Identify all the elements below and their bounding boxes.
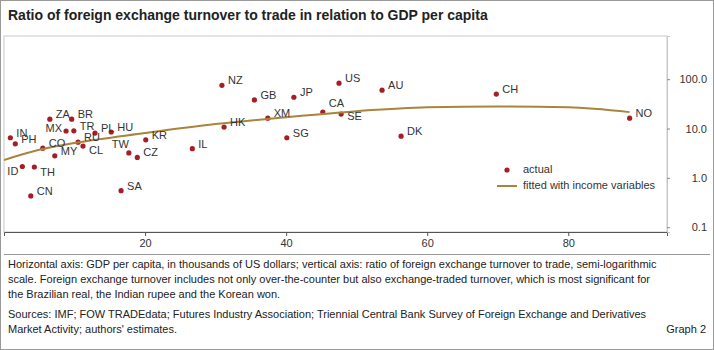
plot-frame — [4, 36, 667, 232]
note-line: Horizontal axis: GDP per capita, in thou… — [8, 258, 657, 270]
point-label: CZ — [143, 146, 158, 158]
point-label: KR — [152, 129, 167, 141]
figure-label: Graph 2 — [666, 323, 706, 335]
fitted-line — [4, 106, 630, 160]
x-tick-mark — [145, 232, 146, 236]
point-label: IL — [198, 138, 207, 150]
point-label: AU — [388, 79, 403, 91]
legend-label: fitted with income variables — [523, 179, 656, 191]
point-label: TH — [40, 166, 55, 178]
point-label: TR — [80, 120, 95, 132]
y-tick-label: 100.0 — [679, 73, 707, 85]
y-tick-label: 10.0 — [686, 123, 707, 135]
x-tick-label: 40 — [281, 237, 293, 249]
point-label: MY — [61, 145, 78, 157]
point-label: NO — [636, 107, 653, 119]
scatter-point — [118, 188, 123, 193]
y-axis-line — [668, 37, 671, 233]
x-axis-line — [5, 233, 668, 237]
y-tick: 10.0 — [667, 123, 707, 135]
legend-swatch — [497, 185, 517, 187]
chart-border — [1, 1, 714, 350]
scatter-point — [8, 135, 13, 140]
y-tick-label: 0.1 — [692, 221, 707, 233]
point-label: PH — [21, 133, 36, 145]
x-tick: 60 — [422, 232, 434, 249]
scatter-point — [219, 83, 224, 88]
point-label: TW — [112, 138, 130, 150]
point-label: CA — [329, 97, 345, 109]
legend-swatch — [504, 167, 509, 172]
scatter-point — [80, 144, 85, 149]
legend: actual fitted with income variables — [497, 163, 656, 191]
y-tick-mark — [667, 79, 670, 80]
scatter-point — [252, 97, 257, 102]
y-tick-label: 1.0 — [692, 172, 707, 184]
scatter-point — [379, 88, 384, 93]
x-tick: 20 — [139, 232, 151, 249]
point-label: HK — [230, 116, 246, 128]
point-label: CL — [89, 144, 103, 156]
x-tick-mark — [568, 232, 569, 236]
y-tick-mark — [667, 227, 670, 228]
y-tick-mark — [667, 178, 670, 179]
point-label: CN — [37, 185, 53, 197]
y-tick: 1.0 — [667, 172, 707, 184]
point-label: MX — [46, 122, 63, 134]
point-label: DK — [407, 125, 423, 137]
point-label: NZ — [228, 74, 243, 86]
scatter-point — [126, 150, 131, 155]
scatter-point — [20, 164, 25, 169]
x-tick: 80 — [563, 232, 575, 249]
point-label: ID — [7, 165, 18, 177]
scatter-point — [52, 153, 57, 158]
chart-title: Ratio of foreign exchange turnover to tr… — [8, 7, 488, 23]
y-tick: 0.1 — [667, 221, 707, 233]
scatter-point — [13, 141, 18, 146]
y-axis: 100.0 10.0 1.0 0.1 — [667, 37, 707, 234]
x-tick-label: 80 — [563, 237, 575, 249]
scatter-point — [143, 137, 148, 142]
x-tick-mark — [286, 232, 287, 236]
x-tick-mark — [427, 232, 428, 236]
x-tick-label: 60 — [422, 237, 434, 249]
source-line: Market Activity; authors' estimates. — [8, 323, 177, 335]
point-label: XM — [274, 107, 291, 119]
point-label: SE — [347, 110, 362, 122]
scatter-point — [291, 95, 296, 100]
point-label: RU — [84, 131, 100, 143]
point-label: SA — [127, 180, 142, 192]
scatter-point — [32, 164, 37, 169]
y-tick: 100.0 — [667, 73, 707, 85]
note-line: scale. Foreign exchange turnover include… — [8, 273, 650, 285]
point-label: CH — [502, 83, 518, 95]
scatter-point — [221, 124, 226, 129]
y-tick-mark — [667, 129, 670, 130]
point-label: BR — [78, 108, 93, 120]
scatter-point — [627, 116, 632, 121]
scatter-point — [71, 128, 76, 133]
point-label: HU — [117, 121, 133, 133]
source-line: Sources: IMF; FOW TRADEdata; Futures Ind… — [8, 308, 647, 320]
scatter-point — [284, 135, 289, 140]
point-label: US — [345, 72, 360, 84]
scatter-point — [63, 128, 68, 133]
note-line: the Brazilian real, the Indian rupee and… — [8, 288, 280, 300]
point-label: JP — [300, 86, 313, 98]
scatter-point — [135, 155, 140, 160]
x-axis: 20 40 60 80 — [5, 232, 668, 249]
footer-separator — [4, 254, 710, 255]
point-label: ZA — [56, 108, 71, 120]
legend-label: actual — [523, 163, 552, 175]
point-label: SG — [293, 127, 309, 139]
x-tick: 40 — [281, 232, 293, 249]
x-tick-label: 20 — [139, 237, 151, 249]
scatter-point — [28, 193, 33, 198]
point-label: GB — [260, 89, 276, 101]
scatter-point — [336, 81, 341, 86]
scatter-point — [398, 134, 403, 139]
scatter-point — [494, 91, 499, 96]
point-label: PL — [101, 122, 114, 134]
scatter-point — [190, 146, 195, 151]
